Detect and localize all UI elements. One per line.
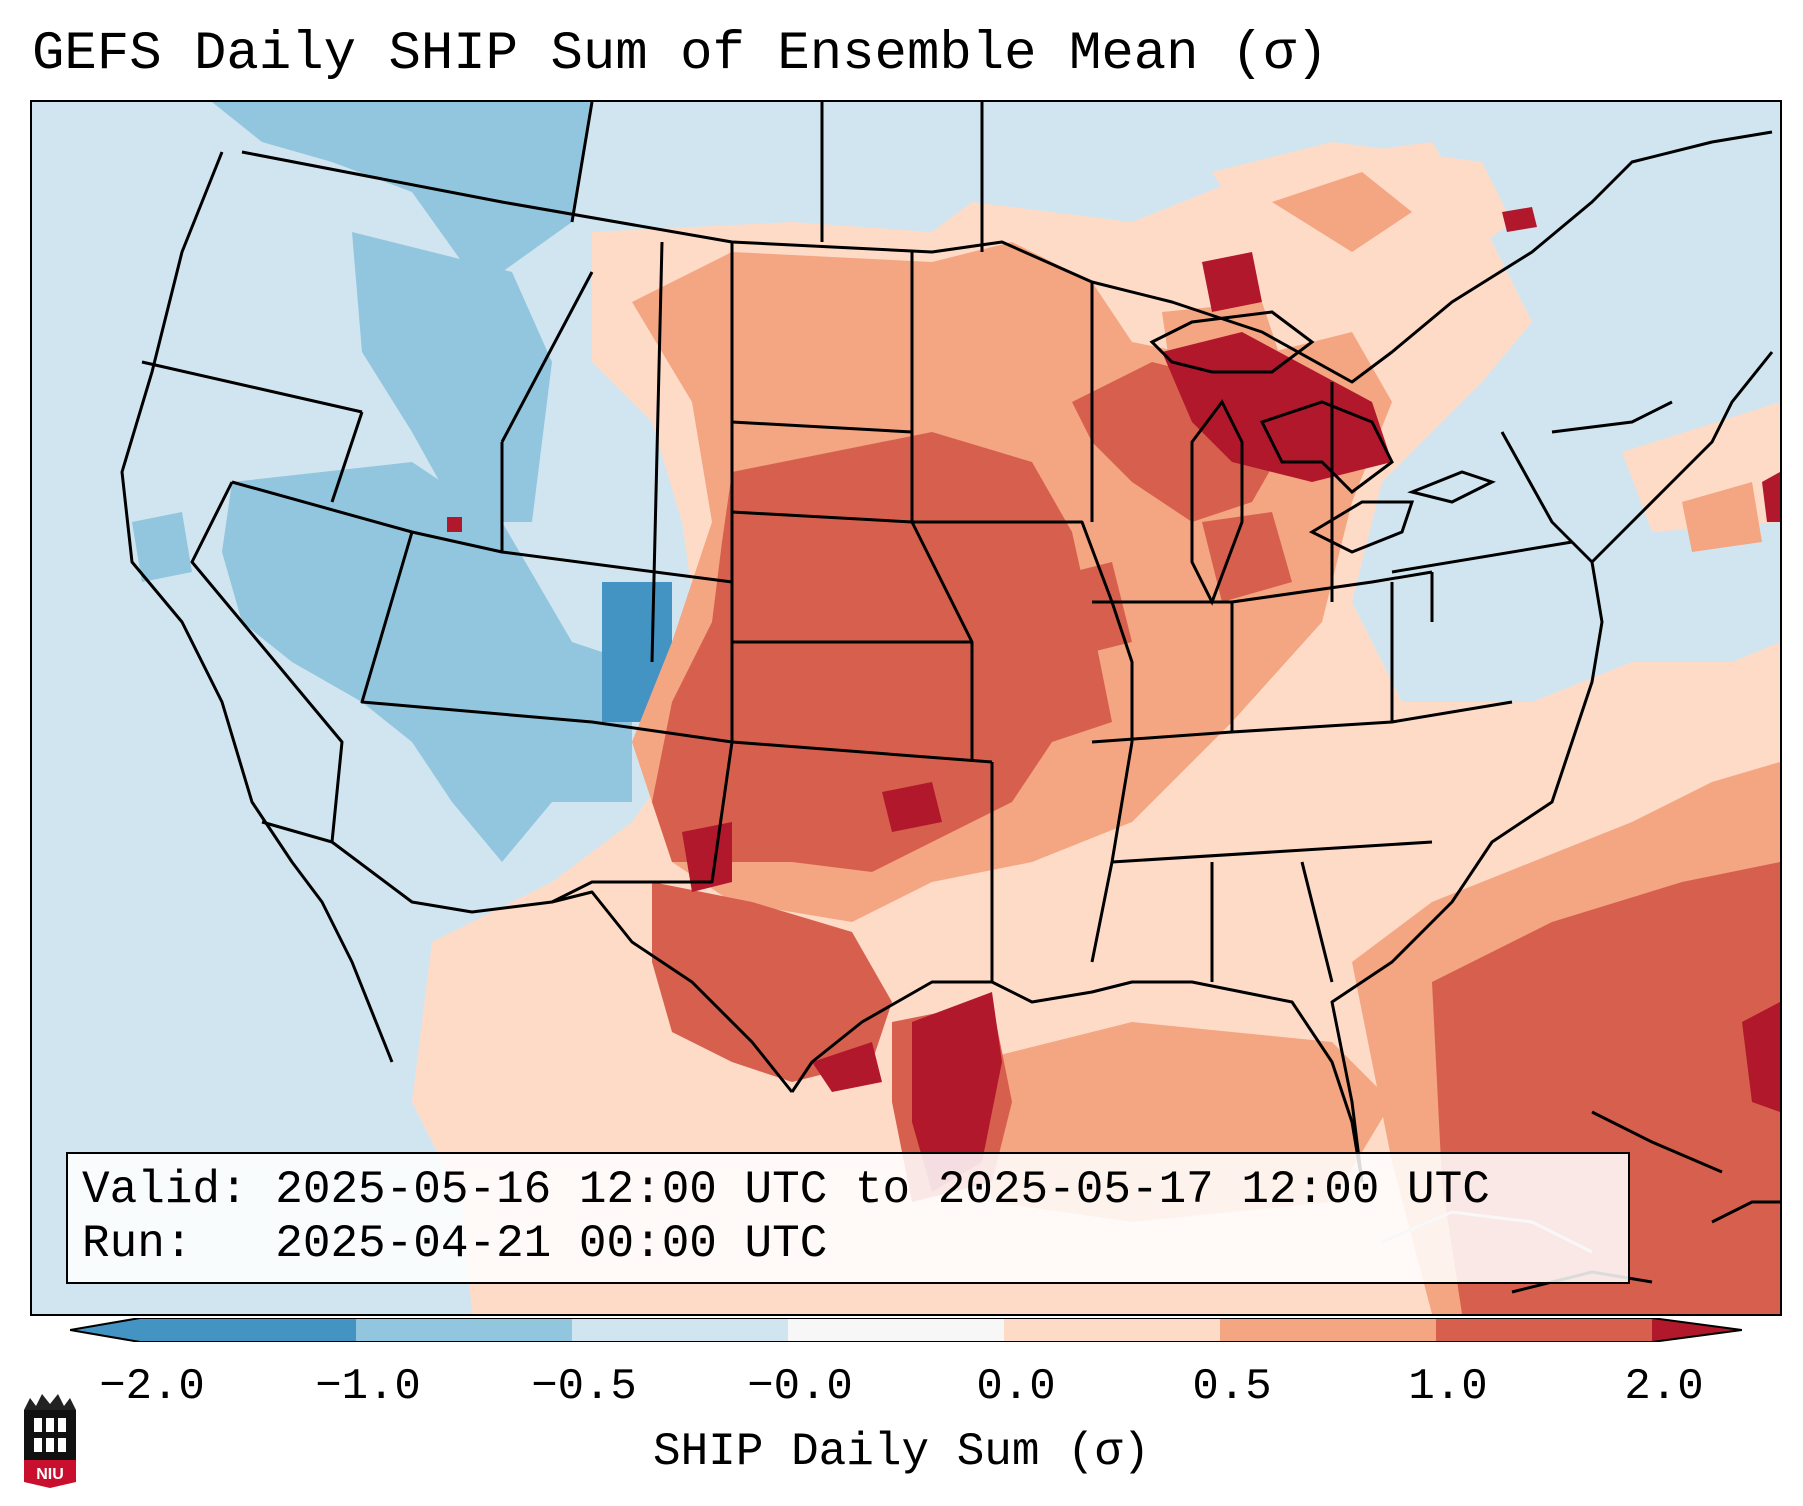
colorbar-segment-7 [1436, 1318, 1652, 1342]
colorbar-segment-5 [1004, 1318, 1220, 1342]
valid-time-text: Valid: 2025-05-16 12:00 UTC to 2025-05-1… [82, 1164, 1490, 1216]
colorbar-segment-4 [788, 1318, 1004, 1342]
colorbar-axis-label: SHIP Daily Sum (σ) [653, 1426, 1150, 1478]
colorbar-segment-2 [356, 1318, 572, 1342]
colorbar-tick-label: −0.0 [747, 1362, 853, 1412]
great-lakes [1149, 310, 1496, 606]
run-time-text: Run: 2025-04-21 00:00 UTC [82, 1218, 828, 1270]
colorbar-segment-1 [140, 1318, 356, 1342]
chart-title: GEFS Daily SHIP Sum of Ensemble Mean (σ) [32, 24, 1329, 85]
map-canvas [32, 102, 1780, 1314]
colorbar-segment-3 [572, 1318, 788, 1342]
colorbar [70, 1318, 1742, 1342]
colorbar-tick-label: 2.0 [1624, 1362, 1704, 1412]
colorbar-tick-label: 0.0 [976, 1362, 1056, 1412]
extreme-anomaly-regions [447, 207, 1780, 1192]
state-boundaries [120, 102, 1774, 1183]
colorbar-extend-low [70, 1318, 140, 1342]
logo-text: NIU [36, 1466, 64, 1483]
niu-logo: NIU [24, 1394, 76, 1488]
map-panel [30, 100, 1782, 1316]
colorbar-tick-label: 0.5 [1192, 1362, 1272, 1412]
validity-info-box: Valid: 2025-05-16 12:00 UTC to 2025-05-1… [66, 1152, 1630, 1284]
colorbar-tick-label: −1.0 [315, 1362, 421, 1412]
colorbar-tick-label: 1.0 [1408, 1362, 1488, 1412]
colorbar-tick-label: −0.5 [531, 1362, 637, 1412]
colorbar-segment-6 [1220, 1318, 1436, 1342]
colorbar-tick-label: −2.0 [99, 1362, 205, 1412]
colorbar-extend-high [1652, 1318, 1742, 1342]
